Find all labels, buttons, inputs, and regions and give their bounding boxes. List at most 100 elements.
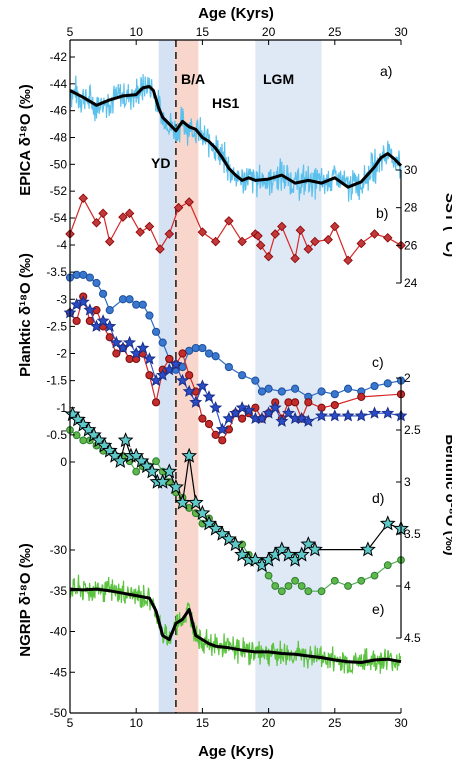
planktic-blue-circle-point [251, 376, 260, 385]
sst-point [270, 229, 280, 239]
sst-point [164, 229, 175, 239]
benthic-green-point [357, 576, 366, 585]
benthic-star-point [112, 452, 129, 468]
bottom-x-axis-label: Age (Kyrs) [198, 743, 274, 760]
benthic-star-point [194, 504, 211, 520]
panel-label-d: d) [372, 490, 384, 506]
planktic-blue-star-point [215, 422, 229, 435]
epica-tick-label: -48 [50, 131, 68, 145]
planktic-blue-star-point [315, 409, 329, 422]
planktic-blue-circle-point [145, 311, 154, 320]
benthic-star-point [187, 494, 204, 510]
ngrip-tick-label: -40 [50, 625, 68, 639]
planktic-red-point [145, 371, 154, 380]
planktic-blue-star-point [142, 352, 156, 365]
epica-axis-label: EPICA δ¹⁸O (‰) [17, 84, 34, 195]
planktic-tick-label: -4 [56, 238, 67, 252]
benthic-star-point [144, 463, 160, 479]
planktic-blue-star-point [195, 379, 209, 392]
planktic-blue-circle-line [69, 274, 402, 398]
top-x-tick-label: 5 [67, 25, 74, 39]
planktic-blue-star-point [275, 414, 289, 427]
bottom-x-tick-label: 25 [328, 716, 342, 730]
benthic-star-point [174, 494, 191, 510]
planktic-tick-label: -2.5 [46, 319, 67, 333]
benthic-tick-label: 3.5 [404, 527, 421, 541]
epica-tick-label: -50 [50, 157, 68, 171]
planktic-red-point [198, 414, 207, 423]
series-layer [63, 85, 409, 664]
top-x-tick-label: 30 [394, 25, 408, 39]
planktic-blue-star-point [103, 319, 117, 332]
ngrip-tick-label: -50 [50, 706, 68, 720]
sst-point [135, 227, 145, 237]
sst-point [98, 208, 108, 219]
planktic-blue-star-point [176, 373, 190, 387]
planktic-blue-star-point [301, 414, 315, 427]
benthic-green-point [330, 576, 339, 585]
benthic-star-point [359, 541, 376, 557]
benthic-axis-label: Benthic δ¹⁸O (‰) [442, 434, 452, 555]
sst-line [69, 197, 402, 261]
raw-record-traces [69, 74, 402, 675]
axes-frame [69, 39, 402, 714]
planktic-blue-circle-point [191, 343, 200, 353]
epica-smooth-line [69, 85, 403, 189]
planktic-blue-circle-point [264, 384, 273, 393]
planktic-blue-circle-point [224, 362, 233, 372]
planktic-blue-star-point [76, 295, 90, 308]
benthic-green-point [277, 587, 286, 596]
planktic-blue-circle-point [151, 327, 161, 336]
planktic-red-point [284, 398, 293, 407]
epica-tick-label: -52 [50, 184, 68, 198]
planktic-red-point [112, 349, 121, 358]
planktic-red-point [185, 371, 194, 380]
planktic-tick-label: -0.5 [46, 428, 67, 442]
planktic-blue-circle-point [85, 273, 94, 282]
benthic-star-point [161, 463, 178, 479]
planktic-blue-circle-point [317, 387, 326, 396]
top-x-tick-label: 20 [262, 25, 276, 39]
bottom-x-tick-label: 30 [394, 716, 408, 730]
planktic-blue-star-point [136, 341, 150, 354]
planktic-tick-label: -3 [56, 292, 67, 306]
bottom-x-tick-label: 5 [67, 716, 74, 730]
annotation-lgm: LGM [263, 71, 294, 87]
planktic-blue-star-point [268, 401, 282, 414]
planktic-axis-label: Planktic δ¹⁸O (‰) [17, 253, 34, 377]
planktic-blue-star-point [242, 403, 256, 416]
benthic-star-point [307, 541, 323, 557]
planktic-blue-star-point [109, 335, 123, 349]
ngrip-tick-label: -35 [50, 584, 68, 598]
planktic-blue-circle-point [158, 338, 167, 347]
planktic-blue-circle-point [125, 295, 134, 304]
ngrip-smooth-line [69, 587, 402, 664]
planktic-blue-circle-point [99, 289, 108, 298]
planktic-red-point [238, 414, 247, 423]
benthic-green-point [79, 436, 88, 445]
benthic-green-point [370, 571, 379, 580]
panel-label-e: e) [372, 601, 384, 617]
benthic-tick-label: 2.5 [404, 423, 421, 437]
benthic-green-point [344, 582, 352, 590]
sst-point [303, 244, 314, 254]
sst-point [356, 238, 367, 249]
planktic-blue-circle-point [105, 306, 114, 315]
benthic-green-point [317, 587, 326, 596]
planktic-blue-star-point [368, 406, 382, 419]
benthic-tick-label: 3 [404, 475, 411, 489]
planktic-blue-star-point [83, 303, 97, 316]
planktic-red-point [85, 316, 94, 326]
planktic-blue-circle-point [277, 387, 286, 396]
sst-point [253, 231, 263, 241]
planktic-blue-star-point [169, 357, 183, 370]
planktic-red-point [304, 398, 313, 407]
planktic-blue-circle-point [92, 278, 101, 288]
planktic-tick-label: -1.5 [46, 374, 67, 388]
sst-point [91, 217, 102, 228]
ngrip-axis-label: NGRIP δ¹⁸O (‰) [17, 543, 34, 656]
planktic-blue-circle-point [290, 384, 300, 393]
sst-point [330, 221, 340, 232]
planktic-blue-star-point [189, 395, 203, 408]
